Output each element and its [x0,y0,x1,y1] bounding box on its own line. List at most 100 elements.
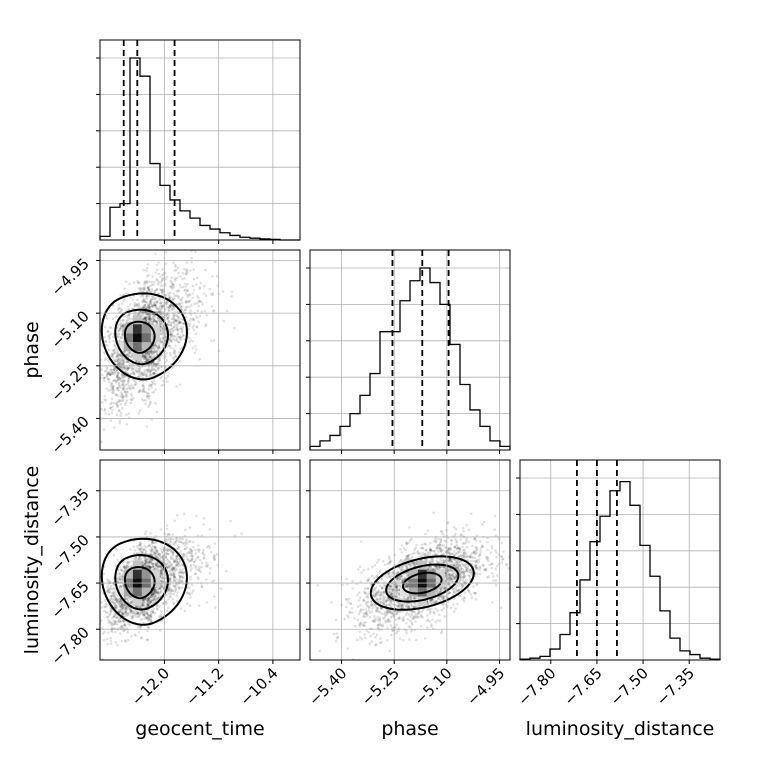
scatter-point [437,597,440,600]
scatter-point [183,308,187,312]
scatter-point [147,566,151,569]
scatter-point [225,309,229,313]
scatter-point [467,588,471,592]
scatter-point [165,380,169,383]
scatter-point [135,551,139,555]
scatter-point [424,543,427,546]
scatter-point [471,544,474,548]
scatter-point [110,595,113,598]
scatter-point [152,319,156,322]
scatter-point [118,310,122,314]
scatter-point [136,625,140,629]
scatter-point [172,579,176,583]
scatter-point [143,280,147,283]
scatter-point [146,600,150,603]
scatter-point [126,368,129,371]
scatter-point [452,575,456,579]
scatter-point [132,545,136,548]
scatter-point [204,268,207,272]
scatter-point [116,371,120,375]
scatter-point [169,587,172,590]
scatter-point [153,546,157,549]
scatter-point [448,547,451,551]
scatter-point [196,309,200,313]
scatter-point [202,557,206,560]
scatter-point [462,563,466,566]
scatter-point [171,533,175,536]
scatter-point [230,294,233,298]
scatter-point [102,638,106,642]
scatter-point [172,351,175,355]
scatter-point [172,567,175,570]
scatter-point [475,567,479,570]
scatter-point [112,384,115,388]
scatter-point [166,313,169,317]
scatter-point [148,304,151,307]
scatter-point [147,303,150,307]
scatter-point [130,599,133,603]
scatter-point [148,355,152,359]
scatter-point [142,358,146,361]
scatter-point [172,283,175,287]
scatter-point [114,393,117,396]
scatter-point [120,603,124,606]
scatter-point [149,616,152,619]
scatter-point [157,552,160,555]
scatter-point [167,294,171,297]
scatter-point [120,308,123,311]
scatter-point [150,558,153,562]
scatter-point [158,557,162,560]
scatter-point [152,599,156,602]
scatter-point [195,568,199,572]
scatter-point [149,300,153,304]
scatter-point [171,568,175,572]
scatter-point [421,552,425,555]
scatter-point [136,612,139,615]
scatter-point [158,342,161,346]
scatter-point [143,601,147,605]
scatter-point [147,288,151,291]
scatter-point [145,374,148,377]
scatter-point [186,602,189,605]
scatter-point [127,314,130,318]
scatter-point [127,352,130,356]
scatter-point [127,307,131,311]
scatter-point [173,350,176,353]
scatter-point [136,280,139,283]
scatter-point [143,299,146,303]
scatter-point [153,371,157,375]
scatter-point [119,574,122,577]
scatter-point [156,567,159,570]
scatter-point [208,572,212,575]
scatter-point [175,594,179,597]
scatter-point [205,545,209,549]
scatter-point [149,354,152,358]
scatter-point [137,615,141,618]
scatter-point [184,291,188,295]
scatter-point [145,603,149,607]
scatter-point [171,305,175,308]
scatter-point [149,401,152,405]
scatter-point [143,303,146,307]
scatter-point [140,360,144,364]
scatter-point [145,356,148,360]
scatter-point [170,281,173,284]
scatter-point [143,562,146,565]
scatter-point [149,351,152,354]
scatter-point [161,567,164,571]
scatter-point [187,327,191,331]
scatter-point [119,620,122,624]
scatter-point [183,541,186,545]
scatter-point [148,369,151,373]
scatter-point [191,296,194,300]
scatter-point [214,606,217,609]
scatter-point [185,552,189,555]
scatter-point [119,365,122,369]
scatter-point [152,592,155,596]
scatter-point [112,348,116,352]
scatter-point [165,305,169,309]
scatter-point [177,271,180,275]
scatter-point [145,358,148,361]
scatter-point [110,401,114,405]
scatter-point [169,354,172,357]
